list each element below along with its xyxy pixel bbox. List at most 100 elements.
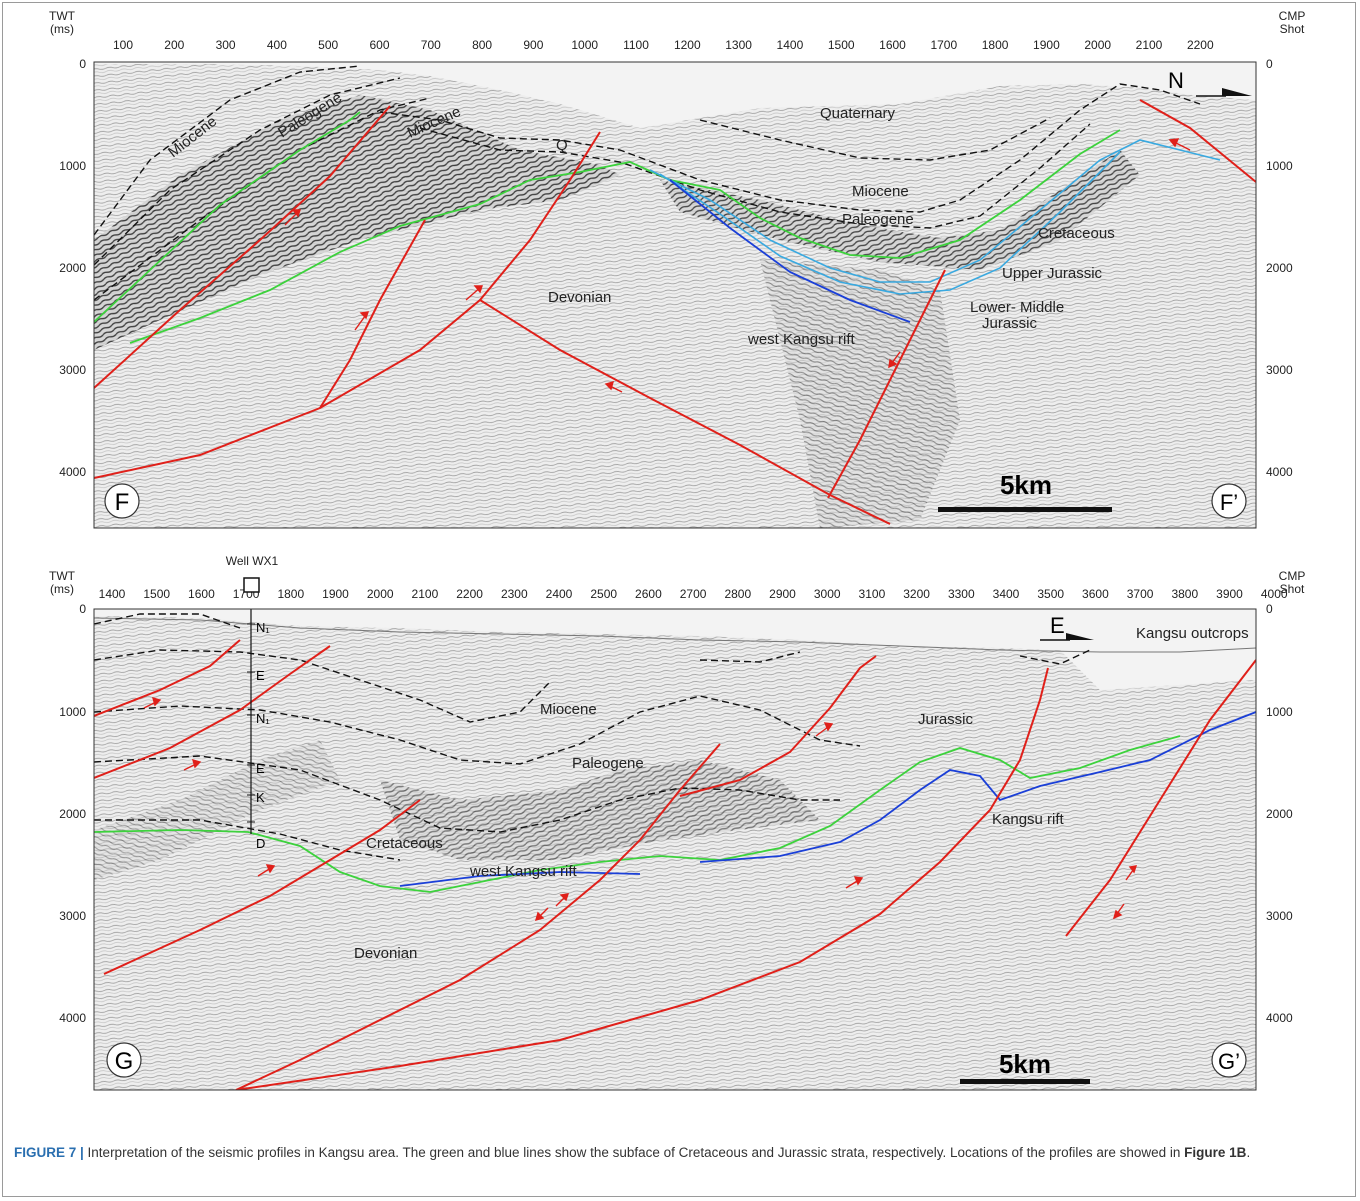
top-scale-bar <box>938 507 1112 512</box>
bottom-fault-7 <box>1065 659 1256 937</box>
figure-canvas: TWT (ms) CMP Shot 100 200 300 400 500 600 700 8… <box>49 9 1305 1091</box>
bottom-scale-bar <box>960 1079 1090 1084</box>
top-seismic-section <box>94 62 1256 528</box>
panel-top: TWT (ms) CMP Shot 100 200 300 400 500 600 700 8… <box>49 9 1305 529</box>
top-corner-left: F <box>115 489 130 516</box>
bottom-x-tick: 3800 <box>1171 587 1198 601</box>
bottom-y-tick-right: 0 <box>1266 602 1273 616</box>
top-label-cretaceous: Cretaceous <box>1038 225 1115 242</box>
top-y-tick-labels-left: 0 1000 2000 3000 4000 <box>59 57 86 479</box>
bottom-x-tick: 2200 <box>456 587 483 601</box>
caption-label: FIGURE 7 | <box>14 1145 84 1160</box>
bottom-x-tick: 3200 <box>903 587 930 601</box>
well-mark-e-lower: E <box>256 761 265 776</box>
top-x-tick: 600 <box>369 38 389 52</box>
bottom-x-tick: 2800 <box>724 587 751 601</box>
bottom-label-paleogene: Paleogene <box>572 755 644 772</box>
bottom-x-tick: 3400 <box>993 587 1020 601</box>
bottom-label-kangsu-rift: Kangsu rift <box>992 811 1065 828</box>
bottom-x-tick: 3600 <box>1082 587 1109 601</box>
caption-text: Interpretation of the seismic profiles i… <box>83 1145 1185 1160</box>
top-cretaceous-base-left <box>94 111 361 323</box>
east-arrow-label: E <box>1050 613 1065 638</box>
top-x-tick: 1400 <box>777 38 804 52</box>
top-y-axis-label: TWT <box>49 9 76 23</box>
bottom-fault-5 <box>679 655 877 797</box>
bottom-x-tick: 2300 <box>501 587 528 601</box>
top-label-paleogene-center: Paleogene <box>842 211 914 228</box>
top-y-tick-left: 2000 <box>59 261 86 275</box>
top-x-tick: 1300 <box>725 38 752 52</box>
top-x-tick: 2000 <box>1084 38 1111 52</box>
top-x-tick: 1000 <box>571 38 598 52</box>
bottom-corner-left: G <box>115 1048 134 1075</box>
top-corner-circle-right <box>1211 483 1247 519</box>
top-x-tick: 400 <box>267 38 287 52</box>
top-x-tick: 1800 <box>982 38 1009 52</box>
top-x-tick: 2100 <box>1136 38 1163 52</box>
bottom-label-west-kangsu-rift: west Kangsu rift <box>469 863 578 880</box>
bottom-y-tick-right: 4000 <box>1266 1011 1293 1025</box>
bottom-x-tick: 3900 <box>1216 587 1243 601</box>
bottom-x-tick: 2600 <box>635 587 662 601</box>
top-corner-right: F’ <box>1220 490 1238 515</box>
top-x-tick: 500 <box>318 38 338 52</box>
east-arrow-icon <box>1040 633 1094 641</box>
top-fault-6 <box>1139 99 1256 183</box>
top-x-tick: 200 <box>164 38 184 52</box>
top-y-tick-left: 1000 <box>59 159 86 173</box>
top-label-devonian: Devonian <box>548 289 611 306</box>
bottom-jurassic-base-west <box>399 871 641 887</box>
bottom-x-tick: 4000 <box>1261 587 1288 601</box>
top-scale-label: 5km <box>1000 470 1052 500</box>
top-y-tick-right: 0 <box>1266 57 1273 71</box>
bottom-x-tick: 1900 <box>322 587 349 601</box>
bottom-x-tick: 2700 <box>680 587 707 601</box>
top-jurassic-base <box>669 179 911 323</box>
bottom-y-tick-left: 0 <box>79 602 86 616</box>
top-y-tick-left: 3000 <box>59 363 86 377</box>
top-x-tick: 1900 <box>1033 38 1060 52</box>
bottom-y-tick-labels-left: 0 1000 2000 3000 4000 <box>59 602 86 1025</box>
bottom-label-jurassic: Jurassic <box>918 711 974 728</box>
bottom-x-tick: 2900 <box>769 587 796 601</box>
well-mark-n1-lower: N₁ <box>256 711 270 726</box>
top-y-tick-right: 1000 <box>1266 159 1293 173</box>
bottom-y-tick-left: 1000 <box>59 705 86 719</box>
bottom-x-tick: 3100 <box>859 587 886 601</box>
bottom-y-tick-labels-right: 0 1000 2000 3000 4000 <box>1266 602 1293 1025</box>
bottom-label-cretaceous: Cretaceous <box>366 835 443 852</box>
figure-caption: FIGURE 7 | Interpretation of the seismic… <box>14 1143 1334 1163</box>
bottom-corner-circle-left <box>106 1042 142 1078</box>
bottom-x-tick: 1500 <box>143 587 170 601</box>
well-label: Well WX1 <box>226 554 279 568</box>
north-arrow-label: N <box>1168 68 1184 93</box>
top-label-jurassic: Jurassic <box>982 315 1038 332</box>
top-x-tick: 1500 <box>828 38 855 52</box>
caption-end: . <box>1246 1145 1251 1160</box>
top-fault-3 <box>94 131 601 479</box>
top-label-miocene-center: Miocene <box>852 183 909 200</box>
bottom-x-tick: 3300 <box>948 587 975 601</box>
top-x-tick: 1200 <box>674 38 701 52</box>
bottom-label-devonian: Devonian <box>354 945 417 962</box>
bottom-x-tick: 2000 <box>367 587 394 601</box>
bottom-fault-4 <box>235 743 721 1090</box>
well-icon <box>243 577 260 593</box>
top-x-tick: 700 <box>421 38 441 52</box>
top-y-tick-right: 4000 <box>1266 465 1293 479</box>
top-x-tick: 800 <box>472 38 492 52</box>
bottom-y-tick-left: 2000 <box>59 807 86 821</box>
top-x-tick: 1100 <box>623 38 649 52</box>
panel-bottom: TWT (ms) CMP Shot 1400 1500 1600 1700 1800 19… <box>49 554 1305 1091</box>
caption-figure-ref[interactable]: Figure 1B <box>1184 1145 1247 1160</box>
top-y-tick-right: 2000 <box>1266 261 1293 275</box>
bottom-label-kangsu-outcrops: Kangsu outcrops <box>1136 625 1249 642</box>
well-mark-e-upper: E <box>256 668 265 683</box>
top-fault-1 <box>94 105 391 389</box>
bottom-y-tick-right: 3000 <box>1266 909 1293 923</box>
top-x-tick: 300 <box>216 38 236 52</box>
top-x-tick: 100 <box>113 38 133 52</box>
bottom-y-tick-left: 3000 <box>59 909 86 923</box>
bottom-x-tick: 2100 <box>412 587 439 601</box>
